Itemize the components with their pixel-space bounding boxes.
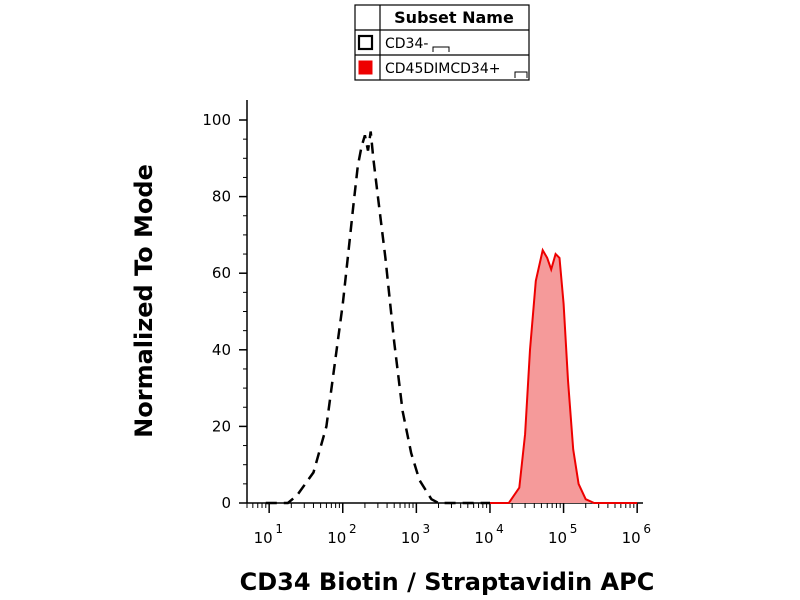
y-tick-label: 0: [221, 494, 231, 512]
series-line-cd34-neg: [265, 131, 490, 505]
x-tick-exponent: 2: [349, 522, 357, 536]
y-axis-title: Normalized To Mode: [130, 164, 158, 438]
x-tick-label: 10: [327, 529, 346, 547]
legend-header: Subset Name: [394, 8, 514, 27]
legend-box: [354, 4, 530, 81]
legend-resize-icon: [514, 71, 528, 78]
x-tick-label: 10: [548, 529, 567, 547]
x-axis-title: CD34 Biotin / Straptavidin APC: [240, 568, 655, 596]
x-tick-exponent: 5: [570, 522, 578, 536]
legend: Subset Name CD34- CD45DIMCD34+: [354, 4, 530, 81]
y-tick-label: 60: [212, 264, 231, 282]
x-tick-label: 10: [622, 529, 641, 547]
legend-swatch-cd34-neg: [357, 34, 374, 51]
series-layer: [265, 131, 638, 505]
x-tick-label: 10: [401, 529, 420, 547]
x-tick-exponent: 4: [496, 522, 504, 536]
x-tick-exponent: 6: [643, 522, 651, 536]
series-area-cd45dim: [490, 250, 638, 503]
y-tick-label: 20: [212, 417, 231, 435]
y-tick-label: 80: [212, 188, 231, 206]
x-tick-exponent: 3: [423, 522, 431, 536]
x-tick-label: 10: [474, 529, 493, 547]
legend-resize-icon: [432, 46, 450, 52]
x-tick-label: 10: [254, 529, 273, 547]
series-line-cd45dim: [490, 247, 638, 504]
y-axis-ticks: 0 20 40 60 80 100: [202, 111, 247, 512]
legend-label-cd45dim: CD45DIMCD34+: [385, 61, 500, 77]
x-tick-exponent: 1: [275, 522, 283, 536]
legend-label-cd34-neg: CD34-: [385, 36, 428, 52]
legend-swatch-cd45dim: [358, 60, 373, 75]
y-tick-label: 100: [202, 111, 231, 129]
y-tick-label: 40: [212, 341, 231, 359]
x-axis-ticks: 10 1 10 2 10 3 10 4 10 5 10 6: [246, 503, 651, 547]
